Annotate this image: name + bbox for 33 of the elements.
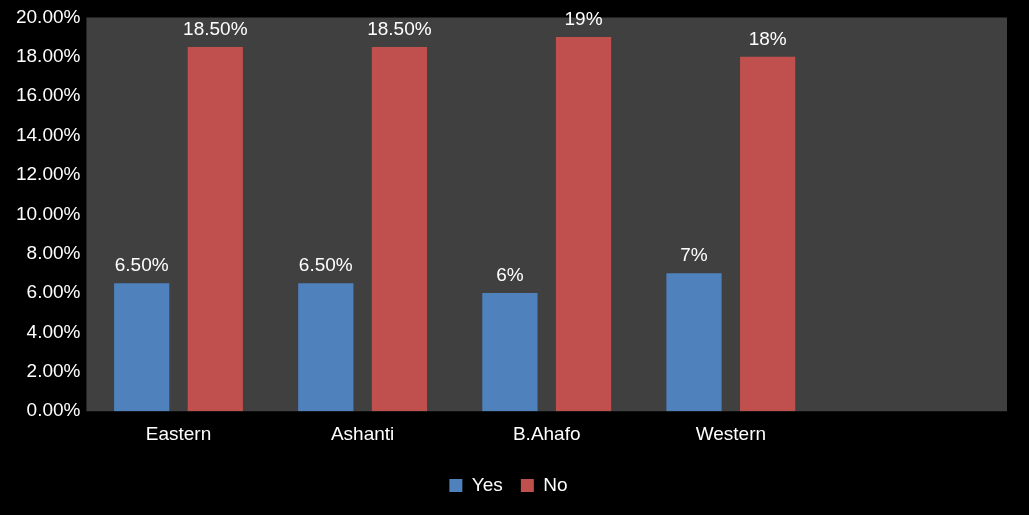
y-tick-label: 6.00% <box>26 281 81 303</box>
legend-label: Yes <box>471 473 503 495</box>
data-label: 7% <box>680 244 708 266</box>
x-tick-label: Eastern <box>145 422 212 444</box>
y-tick-label: 0.00% <box>26 399 81 421</box>
data-label: 6.50% <box>298 253 353 275</box>
bar <box>371 46 428 412</box>
bar <box>298 283 354 412</box>
x-tick-label: B.Ahafo <box>512 422 581 444</box>
bar <box>187 46 243 412</box>
data-label: 18% <box>748 27 787 49</box>
legend-label: No <box>543 473 568 495</box>
bar <box>740 56 796 412</box>
data-label: 18.50% <box>367 17 432 39</box>
bar <box>666 273 722 412</box>
y-tick-label: 18.00% <box>15 45 81 67</box>
x-tick-label: Ashanti <box>330 422 395 444</box>
bar <box>482 293 538 412</box>
y-tick-label: 4.00% <box>26 320 81 342</box>
y-tick-label: 20.00% <box>15 5 81 27</box>
y-tick-label: 10.00% <box>15 202 81 224</box>
data-label: 6% <box>496 263 524 285</box>
data-label: 19% <box>564 7 603 29</box>
y-tick-label: 8.00% <box>26 241 81 263</box>
y-tick-label: 16.00% <box>15 84 81 106</box>
y-tick-label: 2.00% <box>26 360 81 382</box>
y-tick-label: 14.00% <box>15 123 81 145</box>
y-tick-label: 12.00% <box>15 163 81 185</box>
x-tick-label: Western <box>695 422 767 444</box>
data-label: 6.50% <box>114 253 169 275</box>
bar <box>555 37 612 412</box>
bar <box>114 283 170 412</box>
data-label: 18.50% <box>183 17 248 39</box>
